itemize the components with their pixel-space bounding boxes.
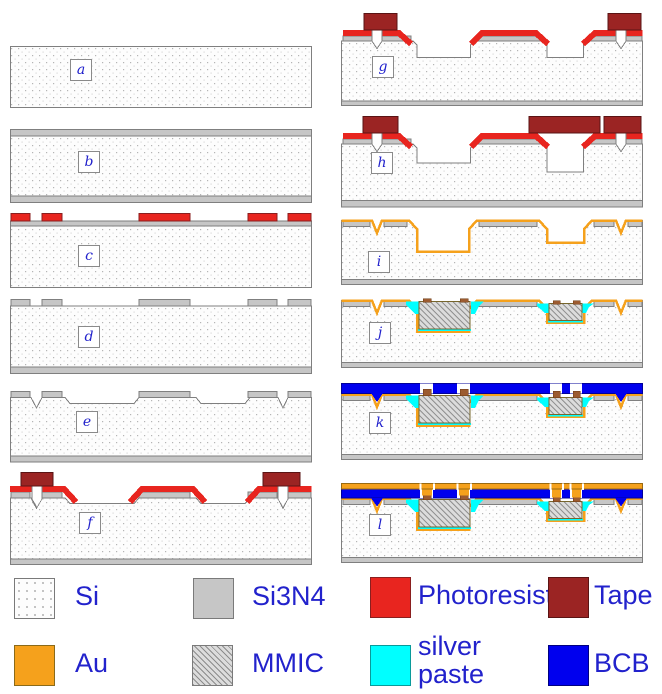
panel-l-label: l xyxy=(369,514,391,536)
panel-i-letter: i xyxy=(376,254,382,270)
panel-i-label: i xyxy=(368,251,390,273)
panel-e: e xyxy=(10,391,312,463)
panel-d-label: d xyxy=(78,326,100,348)
panel-j: j xyxy=(341,298,643,368)
si3n4-label: Si3N4 xyxy=(252,581,326,611)
si-label: Si xyxy=(75,581,100,611)
panel-k-letter: k xyxy=(375,415,385,431)
photoresist-swatch xyxy=(370,577,411,618)
panel-c-letter: c xyxy=(85,248,93,264)
panel-g-label: g xyxy=(372,56,394,78)
panel-b-letter: b xyxy=(84,154,94,170)
si-swatch xyxy=(14,578,55,619)
panel-l: l xyxy=(341,483,643,563)
panel-f-drawing xyxy=(10,472,312,565)
panel-h-label: h xyxy=(371,152,393,174)
panel-h-drawing xyxy=(341,116,643,208)
bcb-label: BCB xyxy=(594,648,650,678)
panel-a-letter: a xyxy=(76,62,86,78)
bcb-swatch xyxy=(548,645,589,686)
panel-b: b xyxy=(10,129,312,203)
panel-c-label: c xyxy=(78,245,100,267)
photoresist-label: Photoresist xyxy=(418,580,554,610)
panel-k-drawing xyxy=(341,383,643,460)
silver-paste-label: silver paste xyxy=(418,631,485,690)
au-label: Au xyxy=(75,648,109,678)
panel-f: f xyxy=(10,472,312,565)
panel-h: h xyxy=(341,116,643,208)
panel-d: d xyxy=(10,299,312,374)
panel-j-drawing xyxy=(341,298,643,368)
panel-e-drawing xyxy=(10,391,312,463)
panel-h-letter: h xyxy=(377,155,387,171)
panel-e-label: e xyxy=(76,411,98,433)
panel-g-letter: g xyxy=(378,59,388,75)
panel-e-letter: e xyxy=(82,414,92,430)
panel-a-drawing xyxy=(10,46,312,108)
panel-j-letter: j xyxy=(377,325,383,341)
panel-k: k xyxy=(341,383,643,460)
si3n4-swatch xyxy=(193,578,234,619)
panel-l-letter: l xyxy=(377,517,383,533)
panel-f-label: f xyxy=(79,512,101,534)
tape-label: Tape xyxy=(594,580,653,610)
mmic-label: MMIC xyxy=(252,648,324,678)
panel-i-drawing xyxy=(341,219,643,285)
panel-c-drawing xyxy=(10,213,312,288)
panel-a-label: a xyxy=(70,59,92,81)
au-swatch xyxy=(14,645,55,686)
panel-b-drawing xyxy=(10,129,312,203)
silver-paste-swatch xyxy=(370,645,411,686)
panel-d-drawing xyxy=(10,299,312,374)
panel-b-label: b xyxy=(78,151,100,173)
panel-l-drawing xyxy=(341,483,643,563)
panel-f-letter: f xyxy=(87,515,93,531)
panel-j-label: j xyxy=(369,322,391,344)
panel-g: g xyxy=(341,13,643,106)
panel-c: c xyxy=(10,213,312,288)
mmic-swatch xyxy=(192,645,233,686)
panel-g-drawing xyxy=(341,13,643,106)
tape-swatch xyxy=(548,577,589,618)
panel-d-letter: d xyxy=(84,329,94,345)
panel-i: i xyxy=(341,218,643,285)
panel-k-label: k xyxy=(369,412,391,434)
panel-a: a xyxy=(10,46,312,108)
